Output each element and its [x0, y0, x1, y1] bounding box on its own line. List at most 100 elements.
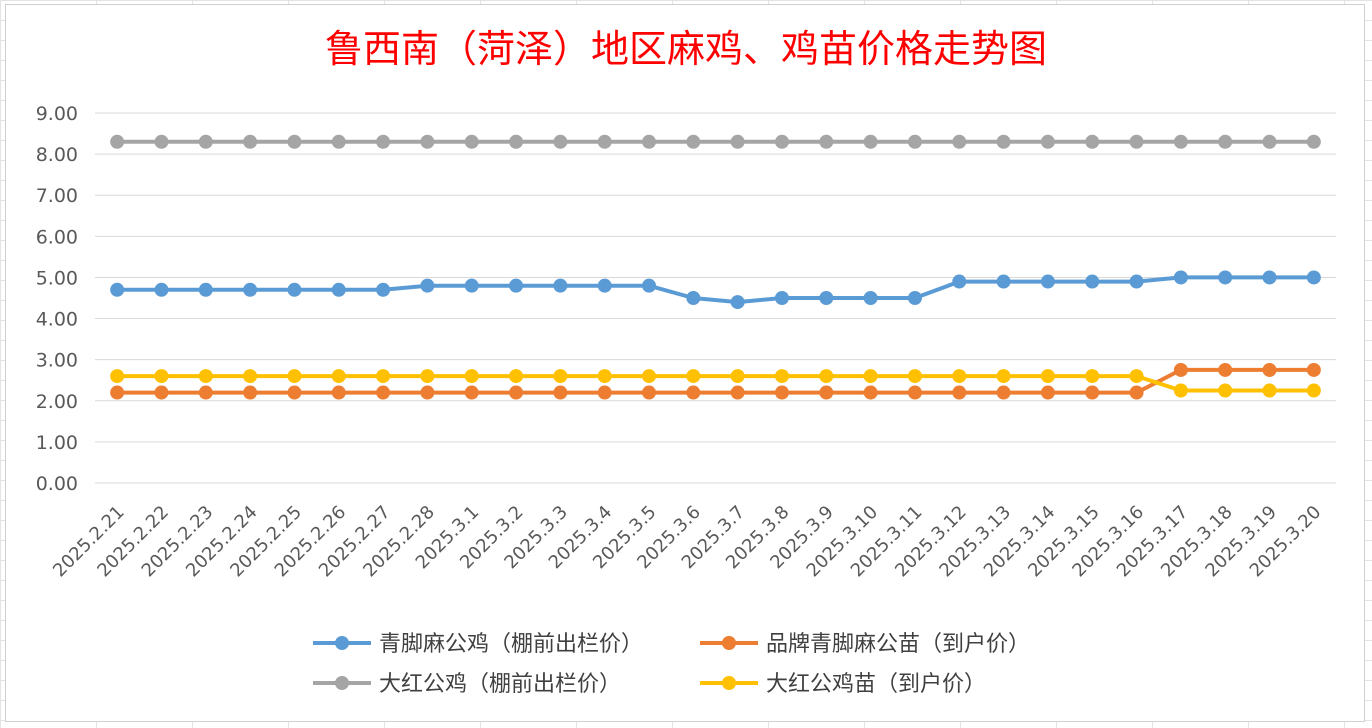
data-point — [553, 278, 568, 293]
data-point — [509, 278, 524, 293]
data-point — [1262, 383, 1277, 398]
data-point — [996, 274, 1011, 289]
data-point — [819, 369, 834, 384]
data-point — [509, 369, 524, 384]
data-point — [420, 278, 435, 293]
series-line — [117, 367, 1314, 395]
data-point — [243, 369, 258, 384]
data-point — [597, 278, 612, 293]
data-point — [464, 134, 479, 149]
data-point — [198, 134, 213, 149]
y-tick-label: 9.00 — [36, 103, 78, 125]
data-point — [331, 385, 346, 400]
data-point — [287, 369, 302, 384]
data-point — [952, 134, 967, 149]
data-point — [110, 369, 125, 384]
data-point — [110, 134, 125, 149]
data-point — [774, 385, 789, 400]
y-tick-label: 7.00 — [36, 185, 78, 207]
data-point — [686, 134, 701, 149]
data-point — [243, 134, 258, 149]
data-point — [553, 369, 568, 384]
data-point — [287, 134, 302, 149]
data-point — [553, 385, 568, 400]
data-point — [1085, 134, 1100, 149]
data-point — [819, 134, 834, 149]
y-axis-ticks: 0.00 1.00 2.00 3.00 4.00 5.00 6.00 7.00 8.00 9.00 — [36, 103, 78, 495]
gridlines — [95, 112, 1336, 484]
data-point — [331, 134, 346, 149]
data-point — [907, 134, 922, 149]
legend-label: 大红公鸡苗（到户价） — [766, 672, 986, 697]
legend-item: 大红公鸡苗（到户价） — [700, 672, 986, 697]
series-lines — [110, 134, 1321, 400]
data-point — [1306, 134, 1321, 149]
data-point — [952, 369, 967, 384]
data-point — [154, 369, 169, 384]
data-point — [1085, 274, 1100, 289]
legend-item: 大红公鸡（棚前出栏价） — [313, 672, 621, 697]
data-point — [331, 282, 346, 297]
data-point — [1129, 134, 1144, 149]
data-point — [154, 385, 169, 400]
data-point — [863, 134, 878, 149]
data-point — [1129, 369, 1144, 384]
data-point — [1262, 270, 1277, 285]
legend-marker — [335, 676, 349, 690]
legend-marker — [722, 636, 736, 650]
series-1 — [110, 362, 1321, 400]
data-point — [464, 369, 479, 384]
data-point — [642, 278, 657, 293]
data-point — [730, 295, 745, 310]
data-point — [730, 385, 745, 400]
y-tick-label: 0.00 — [36, 473, 78, 495]
series-line — [117, 275, 1314, 305]
data-point — [1173, 134, 1188, 149]
data-point — [154, 134, 169, 149]
chart-frame — [5, 4, 1365, 722]
y-tick-label: 8.00 — [36, 144, 78, 166]
data-point — [730, 134, 745, 149]
data-point — [110, 282, 125, 297]
data-point — [1129, 274, 1144, 289]
data-point — [1173, 270, 1188, 285]
data-point — [1218, 270, 1233, 285]
data-point — [996, 369, 1011, 384]
data-point — [730, 369, 745, 384]
data-point — [863, 385, 878, 400]
series-3 — [110, 369, 1321, 398]
data-point — [420, 385, 435, 400]
legend-marker — [722, 676, 736, 690]
data-point — [243, 282, 258, 297]
data-point — [1262, 362, 1277, 377]
data-point — [1306, 383, 1321, 398]
y-tick-label: 5.00 — [36, 267, 78, 289]
data-point — [464, 385, 479, 400]
data-point — [1129, 385, 1144, 400]
data-point — [1085, 369, 1100, 384]
data-point — [1040, 369, 1055, 384]
y-tick-label: 1.00 — [36, 432, 78, 454]
data-point — [642, 369, 657, 384]
data-point — [774, 291, 789, 305]
data-point — [509, 385, 524, 400]
data-point — [597, 134, 612, 149]
data-point — [996, 385, 1011, 400]
series-0 — [110, 270, 1321, 310]
data-point — [1085, 385, 1100, 400]
data-point — [331, 369, 346, 384]
data-point — [1040, 274, 1055, 289]
data-point — [774, 369, 789, 384]
data-point — [376, 282, 391, 297]
data-point — [686, 385, 701, 400]
data-point — [597, 385, 612, 400]
data-point — [198, 282, 213, 297]
data-point — [376, 134, 391, 149]
legend-label: 青脚麻公鸡（棚前出栏价） — [379, 632, 643, 657]
data-point — [819, 291, 834, 305]
data-point — [420, 369, 435, 384]
y-tick-label: 3.00 — [36, 350, 78, 372]
data-point — [642, 385, 657, 400]
data-point — [863, 369, 878, 384]
